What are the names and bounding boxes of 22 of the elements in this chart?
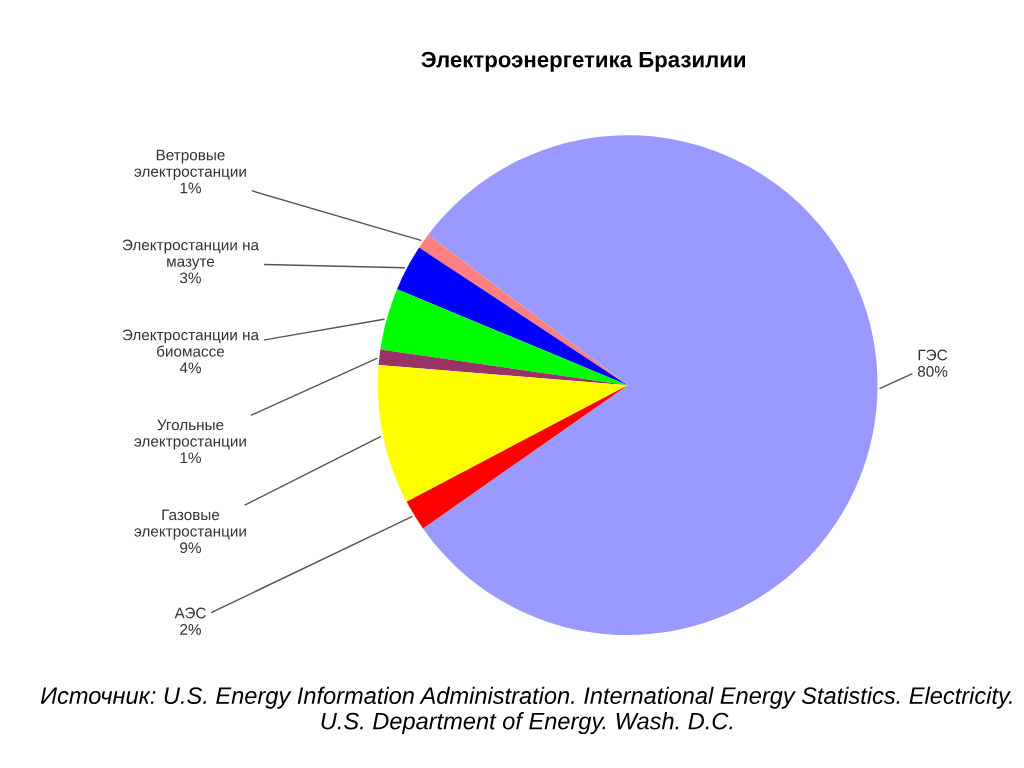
slice-label: Ветровые электростанции (134, 149, 246, 180)
pie-slice (397, 247, 628, 386)
data-label: 1% (180, 452, 201, 464)
data-label: 9% (180, 542, 201, 554)
pie-slice (419, 234, 628, 386)
data-label: 80% (917, 366, 948, 377)
pie-slice (380, 289, 628, 386)
slice-label: Электростанции на мазуте (122, 239, 260, 270)
data-label: 4% (179, 362, 201, 374)
slice-label: ГЭС (918, 349, 948, 361)
pie-slice (406, 385, 628, 529)
pie-slice (423, 135, 878, 635)
slice-label: Газовые электростанции (134, 509, 246, 540)
pie-slice (377, 365, 628, 502)
slice-label: Электростанции на биомассе (122, 329, 260, 357)
slice-label: Угольные электростанции (134, 419, 246, 450)
slice-label: АЭС (174, 607, 206, 619)
chart-title: Электроэнергетика Бразилии (421, 51, 746, 72)
data-label: 3% (180, 272, 201, 284)
text: Источник: U.S. Energy Information Administration. International Energy Statistics. Electricity. U.S. Department of Energy. Wash. D.C. (40, 686, 1012, 735)
data-label: 1% (180, 182, 201, 194)
data-label: 2% (180, 624, 201, 635)
